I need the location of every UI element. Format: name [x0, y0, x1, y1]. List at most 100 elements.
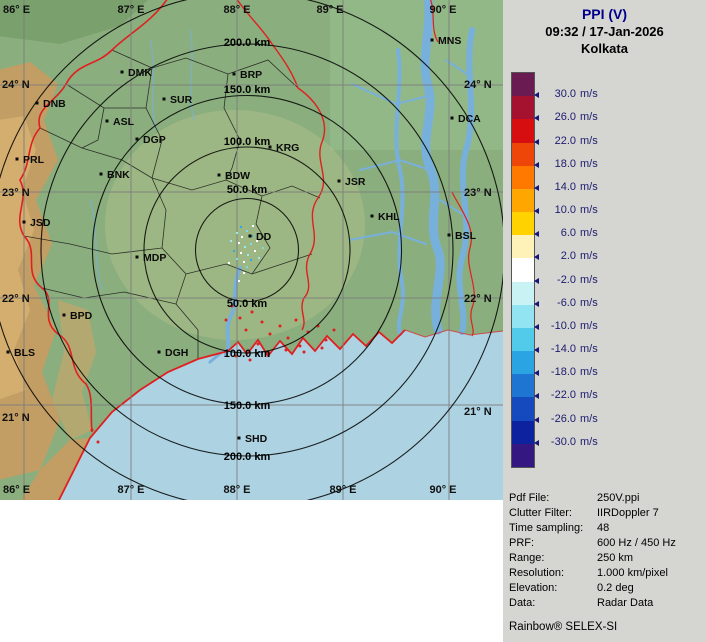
station-label: PRL — [23, 154, 45, 166]
station-label: JSR — [345, 176, 366, 188]
station-label: KHL — [378, 211, 400, 223]
station-marker — [105, 119, 109, 123]
station-label: BLS — [14, 347, 35, 359]
station-label: DGH — [165, 347, 188, 359]
scale-label: 10.0 m/s — [554, 204, 598, 217]
scale-tick-arrow — [534, 231, 539, 238]
station-label: BRP — [240, 69, 262, 81]
station-label: KRG — [276, 142, 299, 154]
scale-tick-arrow — [534, 184, 539, 191]
district-boundaries — [23, 49, 321, 359]
scale-color-1 — [512, 96, 534, 120]
scale-color-8 — [512, 258, 534, 282]
scale-tick-arrow — [534, 92, 539, 99]
velocity-color-bar — [511, 72, 535, 468]
product-datetime: 09:32 / 17-Jan-2026 — [545, 24, 664, 39]
station-marker — [237, 436, 241, 440]
scale-label: -26.0 m/s — [550, 412, 598, 425]
scale-label: -30.0 m/s — [550, 435, 598, 448]
station-label: DCA — [458, 113, 481, 125]
latitude-label: 21° N — [2, 412, 30, 424]
station-marker — [120, 70, 124, 74]
scale-label: -22.0 m/s — [550, 389, 598, 402]
latitude-label: 22° N — [464, 293, 492, 305]
station-marker — [62, 313, 66, 317]
station-label: BSL — [455, 230, 477, 242]
station-marker — [232, 72, 236, 76]
scale-label: -6.0 m/s — [557, 296, 598, 309]
info-row-label: Clutter Filter: — [509, 507, 572, 519]
latitude-label: 24° N — [2, 79, 30, 91]
station-label: DNB — [43, 98, 66, 110]
info-row: Range: 250 km — [509, 551, 703, 566]
range-ring-label: 200.0 km — [224, 451, 271, 463]
station-label: ASL — [113, 116, 135, 128]
info-row: PRF: 600 Hz / 450 Hz — [509, 536, 703, 551]
info-row: Elevation: 0.2 deg — [509, 581, 703, 596]
range-ring-label: 50.0 km — [227, 298, 268, 310]
scale-color-10 — [512, 304, 534, 328]
info-row-label: Resolution: — [509, 567, 565, 579]
scale-tick-arrow — [534, 277, 539, 284]
station-label: DGP — [143, 134, 166, 146]
station-marker — [157, 350, 161, 354]
radar-map: MNS DCA DMK BRP SUR DNB ASL DGP KRG BDW BNK PRL JSR K… — [0, 0, 505, 508]
station-label: SHD — [245, 433, 268, 445]
station-marker — [268, 145, 272, 149]
longitude-label: 90° E — [429, 4, 456, 16]
station-marker — [22, 220, 26, 224]
longitude-label: 86° E — [3, 4, 30, 16]
scale-color-15 — [512, 420, 534, 444]
scale-color-2 — [512, 119, 534, 143]
scale-color-16 — [512, 443, 534, 467]
scale-color-7 — [512, 235, 534, 259]
latitude-label: 22° N — [2, 293, 30, 305]
scale-color-5 — [512, 188, 534, 213]
scale-tick-arrow — [534, 323, 539, 330]
scale-label: 26.0 m/s — [554, 111, 598, 124]
software-brand: Rainbow® SELEX-SI — [509, 621, 618, 633]
info-row-value: Radar Data — [597, 597, 654, 609]
longitude-label: 88° E — [223, 484, 250, 496]
station-marker — [162, 97, 166, 101]
range-ring-label: 150.0 km — [224, 84, 271, 96]
scale-tick-arrow — [534, 370, 539, 377]
coast-speckles — [90, 304, 336, 444]
station-marker — [15, 157, 19, 161]
latitude-label: 23° N — [2, 187, 30, 199]
scale-label: -2.0 m/s — [557, 273, 598, 286]
info-row-label: Elevation: — [509, 582, 558, 594]
sea — [58, 330, 505, 505]
station-label: DD — [256, 231, 272, 243]
scale-color-9 — [512, 281, 534, 305]
radar-echo — [228, 225, 264, 282]
scale-label: 30.0 m/s — [554, 88, 598, 101]
scale-color-11 — [512, 327, 534, 352]
range-ring-label: 150.0 km — [224, 400, 271, 412]
scale-label: -18.0 m/s — [550, 366, 598, 379]
station-marker — [450, 116, 454, 120]
info-row: Data: Radar Data — [509, 596, 703, 611]
scale-tick-arrow — [534, 208, 539, 215]
info-row-value: 0.2 deg — [597, 582, 634, 594]
longitude-label: 89° E — [316, 4, 343, 16]
side-panel: PPI (V) 09:32 / 17-Jan-2026 Kolkata 30.0… — [503, 0, 706, 642]
scale-tick-arrow — [534, 161, 539, 168]
station-label: SUR — [170, 94, 193, 106]
station-marker — [6, 350, 10, 354]
info-row-value: IIRDoppler 7 — [597, 507, 659, 519]
longitude-label: 87° E — [117, 484, 144, 496]
info-row-label: Range: — [509, 552, 545, 564]
product-info: Pdf File: 250V.ppi Clutter Filter: IIRDoppl… — [509, 491, 703, 611]
scale-tick-arrow — [534, 254, 539, 261]
station-marker — [370, 214, 374, 218]
station-marker — [135, 255, 139, 259]
scale-color-0 — [512, 73, 534, 97]
info-row-label: Pdf File: — [509, 492, 550, 504]
station-marker — [35, 101, 39, 105]
product-title: PPI (V) — [581, 6, 628, 22]
scale-color-14 — [512, 397, 534, 421]
scale-label: 6.0 m/s — [560, 227, 598, 240]
scale-color-6 — [512, 212, 534, 236]
info-row-label: Data: — [509, 597, 536, 609]
